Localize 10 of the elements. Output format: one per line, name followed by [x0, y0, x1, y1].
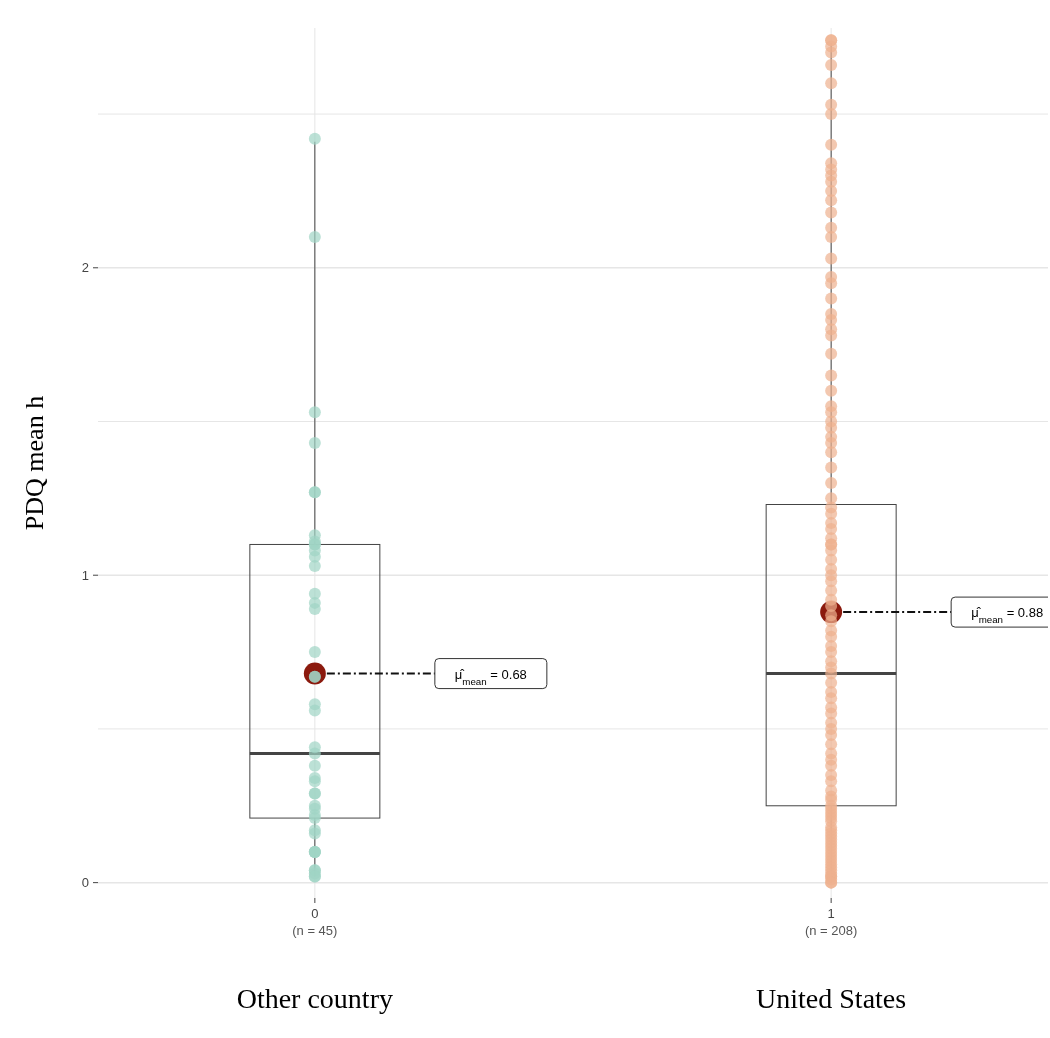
annotation: μ̂$_{mean}$ = 0.68 [454, 666, 527, 687]
annotation: μ̂$_{mean}$ = 0.88 [971, 605, 1044, 625]
y-tick-label: 2 [81, 260, 89, 276]
text: (n = 45) [292, 923, 338, 938]
y-tick-label: 1 [81, 567, 89, 583]
y-axis-title: PDQ mean h [20, 395, 49, 531]
text: United States [756, 983, 907, 1014]
y-tick-label: 0 [81, 875, 89, 891]
text: Other country [236, 983, 393, 1014]
text: (n = 208) [804, 923, 858, 938]
